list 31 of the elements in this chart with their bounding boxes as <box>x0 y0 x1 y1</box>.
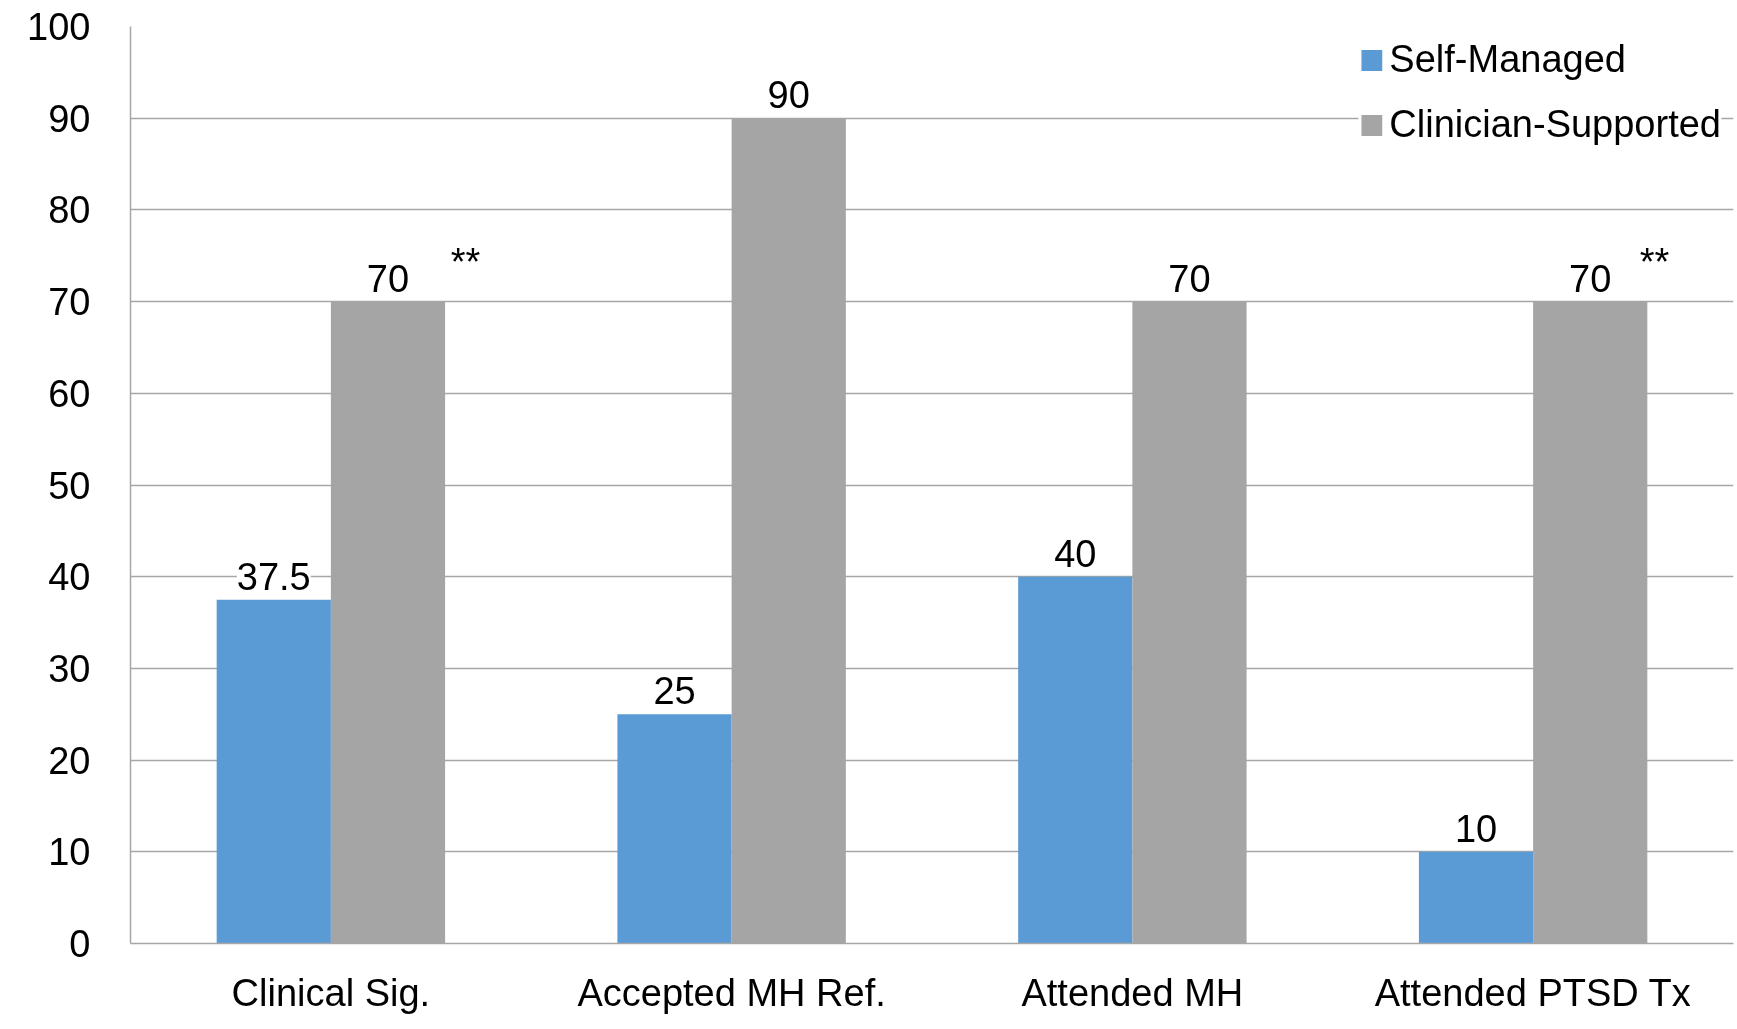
y-tick-label: 60 <box>48 372 91 415</box>
y-tick-label: 90 <box>48 97 91 140</box>
data-label: 10 <box>1454 807 1498 850</box>
x-tick-label: Clinical Sig. <box>231 971 431 1014</box>
y-tick-label: 70 <box>48 281 91 324</box>
bar <box>617 714 732 944</box>
bar <box>1418 851 1534 944</box>
y-tick-label: 100 <box>27 6 91 48</box>
y-tick-label: 40 <box>48 556 91 599</box>
y-tick-label: 10 <box>48 831 91 874</box>
data-label: 37.5 <box>236 555 311 598</box>
data-label: 70 <box>366 257 410 300</box>
y-tick-label: 80 <box>48 189 91 232</box>
annotation: ** <box>450 240 481 283</box>
y-tick-label: 0 <box>69 923 91 965</box>
data-label: 70 <box>1569 257 1612 300</box>
legend-label: Self-Managed <box>1389 38 1626 81</box>
bar <box>1018 576 1133 944</box>
bar <box>216 599 331 944</box>
legend-label: Clinician-Supported <box>1389 103 1721 146</box>
x-tick-label: Attended MH <box>1021 971 1244 1014</box>
data-label: 25 <box>653 670 696 713</box>
y-tick-label: 30 <box>48 647 91 690</box>
data-label: 90 <box>767 74 810 117</box>
y-tick-label: 50 <box>48 464 91 507</box>
y-tick-label: 20 <box>48 739 91 782</box>
x-tick-label: Accepted MH Ref. <box>577 971 886 1014</box>
data-label: 40 <box>1054 532 1097 575</box>
x-tick-label: Attended PTSD Tx <box>1374 971 1691 1014</box>
annotation: ** <box>1639 240 1670 283</box>
data-label: 70 <box>1168 257 1211 300</box>
